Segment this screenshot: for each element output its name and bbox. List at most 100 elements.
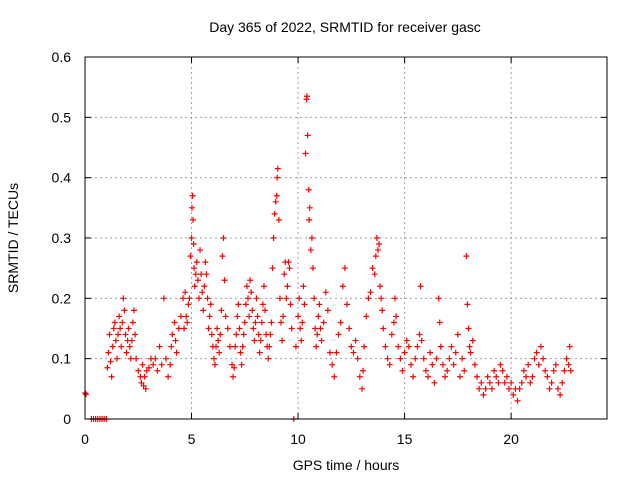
- data-point: [251, 337, 258, 344]
- data-point: [248, 289, 255, 296]
- data-point: [567, 367, 574, 374]
- x-tick-label: 15: [397, 431, 413, 447]
- data-point: [133, 355, 140, 362]
- data-point: [374, 247, 381, 254]
- data-point: [464, 301, 471, 308]
- data-point: [401, 349, 408, 356]
- data-point: [306, 204, 313, 211]
- data-point: [111, 319, 118, 326]
- data-point: [392, 295, 399, 302]
- data-point: [335, 331, 342, 338]
- data-point: [278, 319, 285, 326]
- data-point: [322, 289, 329, 296]
- data-point: [495, 379, 502, 386]
- data-point: [378, 295, 385, 302]
- data-point: [252, 319, 259, 326]
- data-point: [484, 373, 491, 380]
- data-point: [382, 343, 389, 350]
- data-point: [309, 265, 316, 272]
- data-point: [296, 295, 303, 302]
- data-point: [126, 343, 133, 350]
- data-point: [386, 361, 393, 368]
- data-point: [234, 313, 241, 320]
- data-point: [298, 337, 305, 344]
- data-point: [167, 361, 174, 368]
- data-point: [563, 355, 570, 362]
- data-point: [270, 235, 277, 241]
- data-point: [412, 355, 419, 362]
- data-point: [266, 343, 273, 350]
- data-point: [448, 343, 455, 350]
- data-point: [478, 379, 485, 386]
- data-point: [554, 385, 561, 392]
- data-point: [405, 343, 412, 350]
- data-point: [474, 373, 481, 380]
- data-points: [82, 93, 574, 422]
- data-point: [429, 361, 436, 368]
- data-point: [117, 325, 124, 332]
- data-point: [112, 337, 119, 344]
- data-point: [488, 385, 495, 392]
- data-point: [393, 313, 400, 320]
- data-point: [259, 301, 266, 308]
- data-point: [444, 367, 451, 374]
- data-point: [241, 319, 248, 326]
- data-point: [346, 325, 353, 332]
- data-point: [267, 331, 274, 338]
- data-point: [395, 343, 402, 350]
- data-point: [331, 373, 338, 380]
- data-point: [237, 349, 244, 356]
- data-point: [431, 379, 438, 386]
- data-point: [360, 367, 367, 374]
- data-point: [348, 343, 355, 350]
- data-point: [527, 379, 534, 386]
- data-point: [226, 343, 233, 350]
- data-point: [559, 379, 566, 386]
- data-point: [213, 343, 220, 350]
- data-point: [304, 132, 311, 139]
- data-point: [544, 373, 551, 380]
- data-point: [115, 331, 122, 338]
- data-point: [230, 373, 237, 380]
- data-point: [465, 325, 472, 332]
- data-point: [417, 283, 424, 290]
- data-point: [249, 307, 256, 314]
- data-point: [308, 235, 315, 241]
- data-point: [118, 343, 125, 350]
- data-point: [215, 337, 222, 344]
- data-point: [122, 331, 129, 338]
- data-point: [371, 271, 378, 278]
- data-point: [156, 343, 163, 350]
- data-point: [292, 343, 299, 350]
- y-tick-label: 0.4: [52, 170, 72, 186]
- data-point: [116, 313, 123, 320]
- data-point: [217, 331, 224, 338]
- data-point: [416, 331, 423, 338]
- data-point: [548, 379, 555, 386]
- data-point: [305, 186, 312, 193]
- data-point: [388, 331, 395, 338]
- data-point: [379, 307, 386, 314]
- data-point: [315, 313, 322, 320]
- data-point: [482, 385, 489, 392]
- data-point: [195, 295, 202, 302]
- data-point: [324, 307, 331, 314]
- data-point: [546, 385, 553, 392]
- data-point: [352, 337, 359, 344]
- data-point: [182, 289, 189, 296]
- data-point: [499, 367, 506, 374]
- data-point: [232, 343, 239, 350]
- data-point: [240, 331, 247, 338]
- data-point: [295, 313, 302, 320]
- data-point: [168, 343, 175, 350]
- data-point: [476, 385, 483, 392]
- y-tick-label: 0.3: [52, 230, 72, 246]
- data-point: [180, 295, 187, 302]
- data-point: [203, 271, 210, 278]
- data-point: [454, 331, 461, 338]
- data-point: [268, 319, 275, 326]
- data-point: [463, 253, 470, 260]
- data-point: [197, 247, 204, 254]
- data-point: [188, 235, 195, 241]
- data-point: [316, 301, 323, 308]
